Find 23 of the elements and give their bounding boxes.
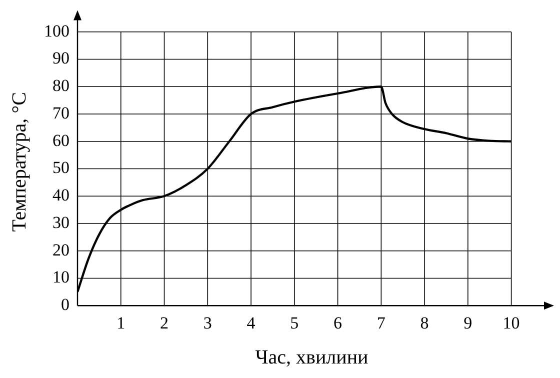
- y-tick-label: 100: [44, 21, 70, 40]
- y-tick-label: 50: [52, 158, 70, 178]
- y-tick-label: 20: [52, 240, 70, 260]
- y-tick-label: 90: [52, 48, 70, 68]
- x-tick-label: 1: [116, 313, 126, 332]
- y-tick-label: 40: [52, 186, 70, 205]
- x-tick-label: 10: [502, 313, 520, 332]
- x-tick-label: 8: [420, 313, 429, 332]
- y-tick-label: 80: [52, 76, 70, 96]
- x-tick-label: 6: [334, 313, 342, 332]
- y-tick-label: 70: [52, 103, 70, 122]
- y-axis-title: Температура, °C: [8, 92, 30, 232]
- y-tick-label: 30: [52, 212, 70, 232]
- y-tick-label: 0: [61, 295, 70, 314]
- x-tick-label: 2: [160, 313, 169, 332]
- x-tick-label: 3: [203, 313, 212, 332]
- x-tick-label: 9: [464, 313, 472, 332]
- y-tick-label: 60: [52, 130, 70, 150]
- x-axis-title: Час, хвилини: [255, 346, 369, 368]
- x-tick-label: 5: [290, 313, 299, 332]
- y-tick-label: 10: [52, 268, 70, 287]
- x-tick-label: 7: [376, 313, 386, 332]
- x-tick-label: 4: [246, 313, 256, 332]
